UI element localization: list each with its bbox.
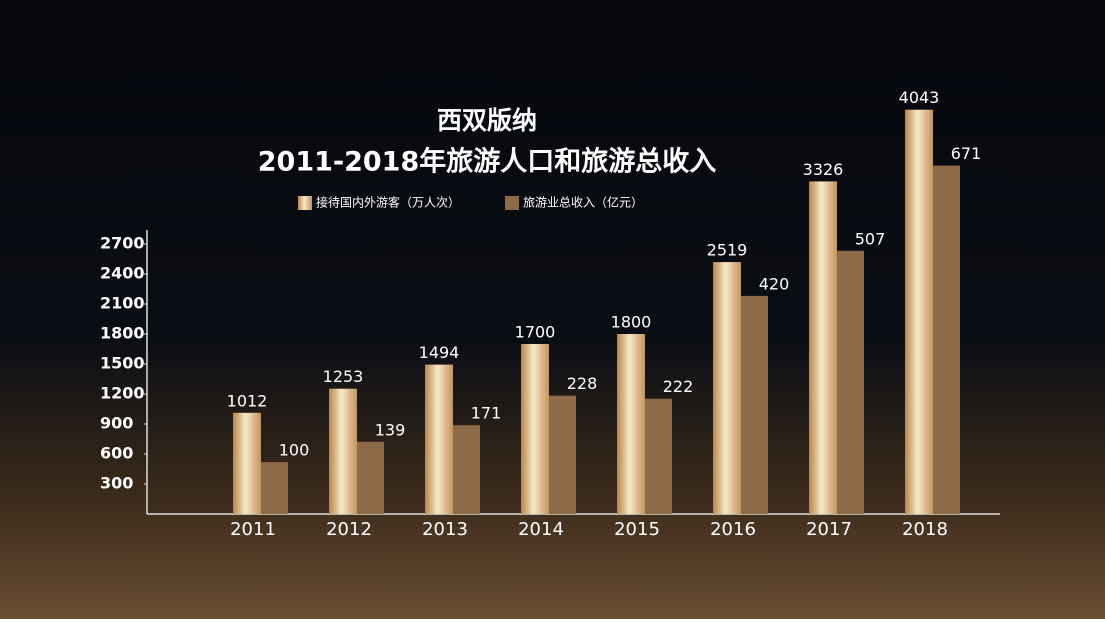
value-label: 1800	[611, 313, 652, 332]
value-label: 1494	[419, 343, 460, 362]
bar	[837, 250, 864, 514]
y-tick-label: 1500	[100, 354, 145, 373]
value-label: 671	[951, 144, 982, 163]
bar	[741, 295, 768, 514]
bar	[261, 462, 288, 514]
bar	[357, 441, 384, 514]
value-label: 171	[471, 404, 502, 423]
bar	[809, 181, 837, 514]
bar	[425, 364, 453, 514]
y-tick-label: 2400	[100, 264, 145, 283]
bar	[617, 334, 645, 514]
x-tick-label: 2014	[518, 519, 564, 540]
legend-label: 旅游业总收入（亿元）	[523, 195, 643, 210]
value-label: 228	[567, 374, 598, 393]
x-tick-label: 2012	[326, 519, 372, 540]
y-tick-label: 300	[100, 474, 133, 493]
value-label: 1253	[323, 367, 364, 386]
value-label: 1700	[515, 323, 556, 342]
value-label: 3326	[803, 160, 844, 179]
x-tick-label: 2016	[710, 519, 756, 540]
x-tick-label: 2015	[614, 519, 660, 540]
value-label: 507	[855, 229, 886, 248]
x-tick-label: 2013	[422, 519, 468, 540]
value-label: 222	[663, 377, 694, 396]
x-tick-label: 2017	[806, 519, 852, 540]
bar	[453, 425, 480, 514]
x-tick-label: 2011	[230, 519, 276, 540]
value-label: 2519	[707, 241, 748, 260]
legend-label: 接待国内外游客（万人次）	[316, 195, 460, 210]
value-label: 100	[279, 441, 310, 460]
value-label: 420	[759, 274, 790, 293]
bar	[713, 262, 741, 514]
x-tick-label: 2018	[902, 519, 948, 540]
value-label: 1012	[227, 391, 268, 410]
legend-swatch	[298, 196, 312, 210]
bar	[933, 165, 960, 514]
bar	[645, 398, 672, 514]
bar	[549, 395, 576, 514]
y-tick-label: 600	[100, 444, 133, 463]
chart-title: 西双版纳	[437, 106, 537, 135]
legend-swatch	[505, 196, 519, 210]
chart-subtitle: 2011-2018年旅游人口和旅游总收入	[258, 146, 717, 178]
bar	[521, 344, 549, 514]
y-tick-label: 1200	[100, 384, 145, 403]
bar	[329, 388, 357, 514]
y-tick-label: 1800	[100, 324, 145, 343]
value-label: 139	[375, 420, 406, 439]
y-tick-label: 900	[100, 414, 133, 433]
bar	[905, 109, 933, 514]
bar	[233, 412, 261, 514]
y-tick-label: 2100	[100, 294, 145, 313]
value-label: 4043	[899, 88, 940, 107]
y-tick-label: 2700	[100, 234, 145, 253]
